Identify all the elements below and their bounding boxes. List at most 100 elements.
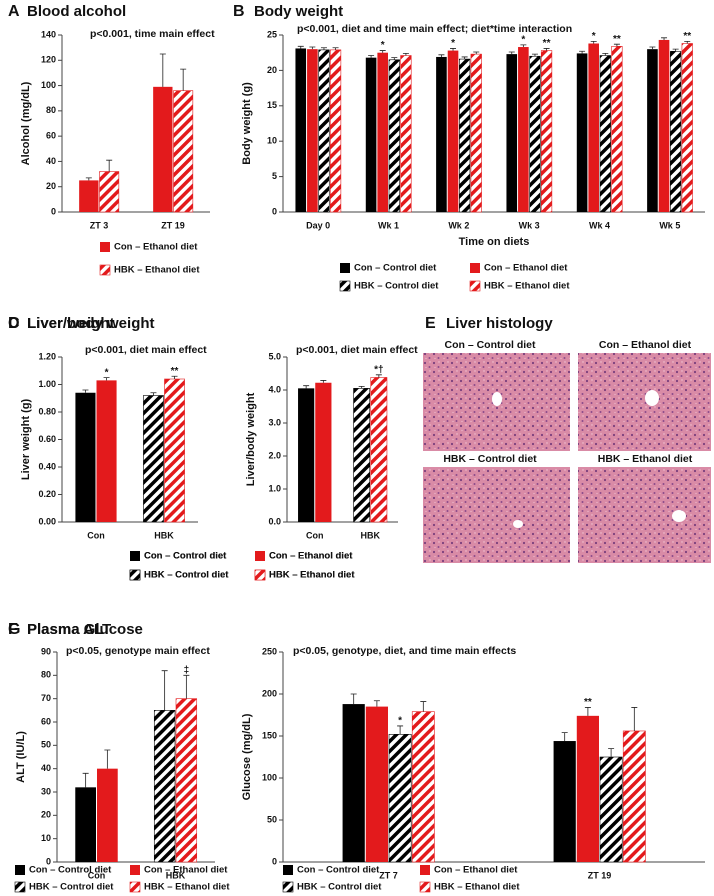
legend-swatch: [15, 865, 25, 875]
histology-panel: E Liver histology Con – Control diet Con…: [423, 315, 711, 563]
bar: [173, 90, 194, 213]
y-tick-label: 120: [41, 55, 56, 65]
bar: [143, 395, 164, 523]
legend-swatch: [339, 280, 351, 292]
error-bar: [85, 177, 92, 181]
error-bar: [402, 53, 409, 56]
error-bar: [661, 37, 668, 40]
y-tick-label: 10: [41, 833, 51, 843]
bar: [553, 741, 576, 862]
bar: [307, 49, 318, 212]
error-bar: [397, 725, 404, 735]
legend-swatch: [340, 263, 350, 273]
y-axis-label: ALT (IU/L): [15, 731, 27, 783]
legend-swatch: [130, 551, 140, 561]
x-tick-label: ZT 19: [161, 220, 185, 230]
y-tick-label: 50: [41, 740, 51, 750]
panel-title: Plasma Glucose: [27, 621, 143, 638]
error-bar: [82, 389, 89, 393]
error-bar: [520, 44, 527, 48]
y-tick-label: 60: [41, 716, 51, 726]
legend-label: HBK – Control diet: [354, 281, 439, 292]
error-bar: [320, 47, 327, 50]
bar: [365, 57, 377, 212]
x-tick-label: HBK: [166, 870, 186, 880]
y-tick-label: 5: [272, 171, 277, 181]
bar: [388, 59, 400, 213]
y-tick-label: 25: [267, 29, 277, 39]
bar: [400, 55, 412, 213]
bar: [576, 715, 599, 862]
error-bar: [183, 674, 190, 699]
vessel: [492, 392, 502, 406]
annotation: p<0.05, genotype, diet, and time main ef…: [293, 645, 516, 657]
y-tick-label: 0.60: [38, 434, 56, 444]
bar: [97, 768, 118, 862]
error-bar: [543, 48, 550, 51]
error-bar: [373, 700, 380, 707]
panel-title: Liver histology: [446, 315, 553, 332]
legend-label: HBK – Ethanol diet: [114, 265, 200, 276]
error-bar: [579, 50, 586, 54]
bar: [96, 380, 117, 522]
x-tick-label: ZT 19: [588, 870, 612, 880]
legend-label: HBK – Control diet: [144, 570, 229, 581]
bar: [447, 50, 459, 212]
y-tick-label: 150: [262, 730, 277, 740]
bar: [342, 704, 365, 862]
y-tick-label: 90: [41, 646, 51, 656]
image-title: Con – Control diet: [445, 339, 536, 351]
y-tick-label: 0.20: [38, 489, 56, 499]
y-tick-label: 15: [267, 100, 277, 110]
bar: [658, 39, 670, 213]
x-tick-label: Con: [88, 870, 106, 880]
significance-label: **: [543, 38, 551, 49]
significance-label: *: [105, 367, 109, 378]
panel-title: Liver/body weight: [27, 315, 155, 332]
y-tick-label: 0: [272, 856, 277, 866]
legend-swatch: [129, 569, 141, 581]
error-bar: [159, 53, 166, 87]
significance-label: **: [584, 697, 592, 708]
error-bar: [590, 40, 597, 44]
legend-swatch: [419, 881, 431, 893]
legend-label: HBK – Ethanol diet: [434, 882, 520, 893]
y-tick-label: 0: [272, 206, 277, 216]
y-tick-label: 50: [267, 814, 277, 824]
vessel: [513, 520, 523, 528]
y-tick-label: 100: [41, 80, 56, 90]
bar: [318, 49, 330, 213]
error-bar: [584, 707, 591, 716]
legend-label: Con – Control diet: [354, 263, 437, 274]
legend-swatch: [14, 881, 26, 893]
y-axis-label: Glucose (mg/dL): [241, 713, 253, 800]
error-bar: [531, 53, 538, 57]
significance-label: **: [613, 34, 621, 45]
panel-letter: E: [425, 315, 436, 332]
error-bar: [106, 159, 113, 172]
y-tick-label: 30: [41, 786, 51, 796]
x-tick-label: Wk 3: [519, 220, 540, 230]
legend-swatch: [100, 242, 110, 252]
error-bar: [309, 46, 316, 50]
error-bar: [171, 375, 178, 379]
x-tick-label: Con: [87, 530, 105, 540]
bar: [153, 710, 176, 863]
bar: [153, 86, 173, 212]
legend-swatch: [282, 881, 294, 893]
error-bar: [368, 55, 375, 58]
y-tick-label: 80: [46, 105, 56, 115]
significance-label: *: [521, 35, 525, 46]
legend-label: Con – Ethanol diet: [114, 242, 198, 253]
x-tick-label: Wk 2: [448, 220, 469, 230]
bar: [370, 377, 388, 523]
bar: [377, 52, 388, 213]
x-axis-label: Time on diets: [459, 236, 530, 248]
y-tick-label: 20: [267, 65, 277, 75]
bar: [459, 58, 471, 213]
legend-label: HBK – Control diet: [29, 882, 114, 893]
error-bar: [358, 385, 365, 389]
bar: [295, 48, 307, 213]
bar: [164, 378, 185, 523]
error-bar: [631, 707, 638, 731]
